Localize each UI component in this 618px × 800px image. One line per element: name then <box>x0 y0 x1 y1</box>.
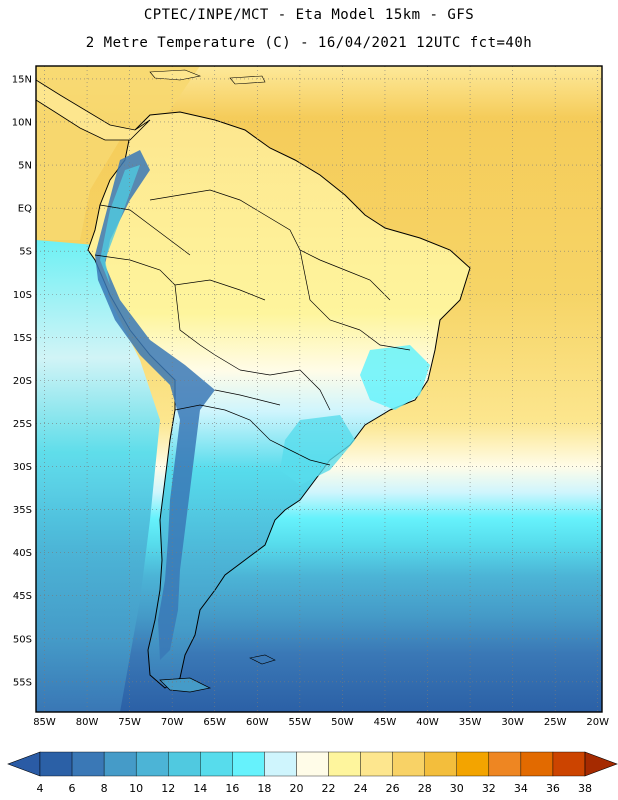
colorbar-tick-label: 22 <box>322 782 336 795</box>
chart-subtitle: 2 Metre Temperature (C) - 16/04/2021 12U… <box>85 35 533 51</box>
colorbar-swatch <box>296 751 329 777</box>
lat-tick-label: 35S <box>13 505 32 516</box>
colorbar-tick-label: 10 <box>129 782 143 795</box>
colorbar-swatch <box>264 751 297 777</box>
colorbar-tick-label: 18 <box>257 782 271 795</box>
colorbar-over-arrow <box>584 751 618 777</box>
colorbar-swatch <box>360 751 393 777</box>
lat-tick-label: 10N <box>12 117 32 128</box>
colorbar-tick-label: 36 <box>546 782 560 795</box>
colorbar-swatch <box>168 751 201 777</box>
colorbar-tick-label: 8 <box>101 782 108 795</box>
caribbean-island <box>229 75 266 85</box>
lat-tick-label: 20S <box>13 376 32 387</box>
colorbar-swatch <box>200 751 233 777</box>
lon-tick-label: 30W <box>501 717 524 728</box>
lon-tick-label: 50W <box>331 717 354 728</box>
colorbar-tick-label: 6 <box>69 782 76 795</box>
lon-tick-label: 20W <box>586 717 609 728</box>
lat-tick-label: 40S <box>13 548 32 559</box>
colorbar-tick-label: 26 <box>386 782 400 795</box>
lat-tick-label: 5S <box>19 247 32 258</box>
colorbar-tick-label: 12 <box>161 782 175 795</box>
lat-axis-labels: 15N 10N 5N EQ 5S 10S 15S 20S 25S 30S 35S 40S 45S 50S 5… <box>12 74 32 688</box>
lat-tick-label: 15N <box>12 74 32 85</box>
central-america <box>36 79 151 141</box>
colorbar-swatch <box>135 751 169 777</box>
lat-tick-label: 45S <box>13 591 32 602</box>
colorbar-swatch <box>71 751 105 777</box>
andes-north-zone <box>100 165 140 285</box>
colorbar-tick-label: 24 <box>354 782 368 795</box>
lon-tick-label: 45W <box>374 717 397 728</box>
lon-tick-label: 75W <box>118 717 141 728</box>
lon-tick-label: 70W <box>161 717 184 728</box>
pacific-field <box>36 240 160 712</box>
map-frame <box>35 65 603 713</box>
colorbar-swatch <box>39 751 73 777</box>
lon-axis-labels: 85W 80W 75W 70W 65W 60W 55W 50W 45W 40W 35W 30W 25W 2… <box>33 717 609 728</box>
lat-tick-label: 50S <box>13 634 32 645</box>
colorbar-tick-label: 32 <box>482 782 496 795</box>
colorbar-tick-label: 34 <box>514 782 528 795</box>
colorbar-swatch <box>392 751 425 777</box>
lon-tick-label: 25W <box>544 717 567 728</box>
south-brazil-cool-zone <box>280 415 355 485</box>
colorbar-swatch <box>456 751 490 777</box>
lat-tick-label: 10S <box>13 290 32 301</box>
lon-tick-label: 40W <box>416 717 439 728</box>
country-borders <box>94 189 411 466</box>
colorbar-tick-label: 16 <box>225 782 239 795</box>
colorbar-tick-label: 4 <box>37 782 44 795</box>
lat-tick-label: 55S <box>13 677 32 688</box>
lat-tick-label: 15S <box>13 333 32 344</box>
lon-tick-label: 60W <box>246 717 269 728</box>
colorbar-tick-label: 20 <box>289 782 303 795</box>
colorbar-tick-label: 38 <box>578 782 592 795</box>
colorbar-tick-label: 30 <box>450 782 464 795</box>
colorbar: 4 6 8 10 12 14 16 18 20 22 24 26 28 30 32 34 36 38 <box>7 751 618 795</box>
lat-tick-label: 5N <box>18 161 32 172</box>
lat-tick-label: 30S <box>13 462 32 473</box>
colorbar-swatch <box>232 751 265 777</box>
colorbar-swatch <box>488 751 522 777</box>
lon-tick-label: 85W <box>33 717 56 728</box>
tierra-del-fuego <box>159 677 212 693</box>
colorbar-swatch <box>520 751 554 777</box>
colorbar-under-arrow <box>7 751 41 777</box>
lon-tick-label: 65W <box>203 717 226 728</box>
andes-cold-zone <box>95 150 215 660</box>
map-plot-area <box>36 66 602 712</box>
colorbar-swatch <box>328 751 361 777</box>
caribbean-island <box>149 69 202 81</box>
chart-title: CPTEC/INPE/MCT - Eta Model 15km - GFS <box>143 7 475 23</box>
lon-tick-label: 35W <box>459 717 482 728</box>
colorbar-swatch <box>103 751 137 777</box>
colorbar-tick-label: 28 <box>418 782 432 795</box>
lat-tick-label: 25S <box>13 419 32 430</box>
lon-tick-label: 55W <box>289 717 312 728</box>
lon-tick-label: 80W <box>76 717 99 728</box>
lat-tick-label: EQ <box>18 204 32 215</box>
colorbar-swatch <box>424 751 457 777</box>
colorbar-swatch <box>552 751 586 777</box>
falkland-islands <box>249 654 276 665</box>
colorbar-tick-label: 14 <box>193 782 207 795</box>
highlands-cool-zone <box>360 345 430 410</box>
